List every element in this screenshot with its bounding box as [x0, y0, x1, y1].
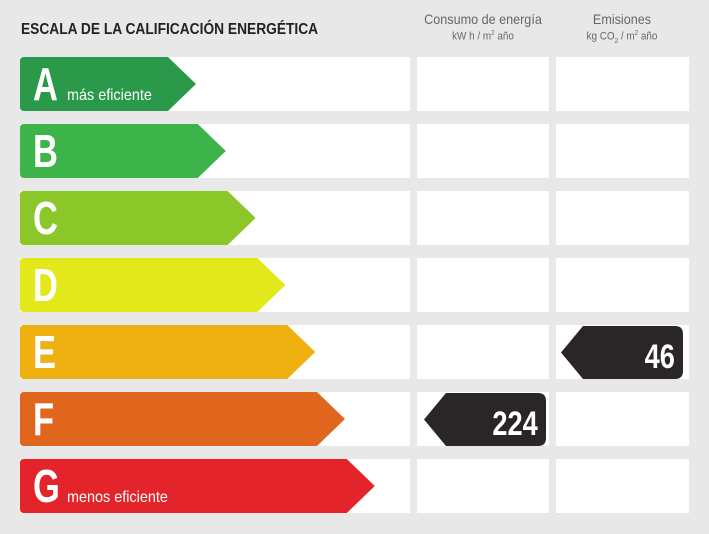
rating-letter: D	[33, 259, 58, 311]
emisiones-badge: 46	[561, 326, 683, 379]
consumo-badge-value: 224	[492, 405, 538, 443]
consumo-header: Consumo de energía kW h / m2 año	[414, 11, 552, 43]
arrow-shape	[20, 459, 375, 513]
arrow-shape	[20, 392, 345, 446]
consumo-cell-c	[417, 191, 549, 245]
consumo-cell-e	[417, 325, 549, 379]
arrow-shape	[20, 124, 226, 178]
rating-letter: B	[33, 125, 58, 177]
rating-arrow-d: D	[20, 258, 286, 312]
consumo-cell-d	[417, 258, 549, 312]
emisiones-cell-a	[556, 57, 689, 111]
emisiones-badge-value: 46	[644, 338, 675, 376]
arrow-shape	[20, 191, 256, 245]
consumo-cell-g	[417, 459, 549, 513]
rating-letter: C	[33, 192, 58, 244]
rating-arrow-e: E	[20, 325, 316, 379]
rating-arrow-b: B	[20, 124, 226, 178]
emisiones-label: Emisiones	[592, 11, 652, 27]
rating-caption: más eficiente	[67, 87, 152, 104]
emisiones-cell-c	[556, 191, 689, 245]
emisiones-header: Emisiones kg CO2 / m2 año	[552, 11, 692, 45]
rating-caption: menos eficiente	[67, 489, 168, 506]
emisiones-unit: kg CO2 / m2 año	[586, 30, 658, 45]
emisiones-cell-b	[556, 124, 689, 178]
rating-arrow-f: F	[20, 392, 345, 446]
rating-letter: E	[33, 326, 57, 378]
arrow-shape	[20, 258, 286, 312]
emisiones-cell-g	[556, 459, 689, 513]
rating-arrow-c: C	[20, 191, 256, 245]
consumo-label: Consumo de energía	[424, 11, 542, 27]
consumo-cell-b	[417, 124, 549, 178]
consumo-badge: 224	[424, 393, 546, 446]
arrow-shape	[20, 57, 196, 111]
consumo-cell-a	[417, 57, 549, 111]
arrow-shape	[20, 325, 316, 379]
rating-letter: F	[33, 393, 55, 445]
rating-letter: G	[33, 460, 60, 512]
rating-letter: A	[33, 58, 58, 110]
page-title: ESCALA DE LA CALIFICACIÓN ENERGÉTICA	[21, 21, 319, 38]
emisiones-cell-f	[556, 392, 689, 446]
emisiones-cell-d	[556, 258, 689, 312]
consumo-unit: kW h / m2 año	[452, 30, 514, 43]
